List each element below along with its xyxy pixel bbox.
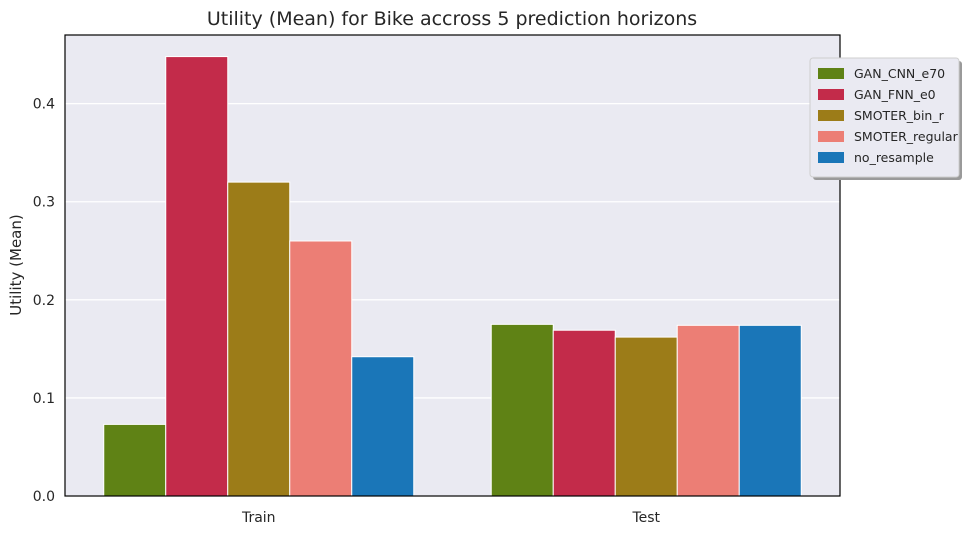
- bar-no_resample-Train: [351, 356, 415, 497]
- legend-swatch-no_resample: [818, 152, 844, 163]
- x-tick-label: Test: [631, 510, 660, 526]
- legend-label: SMOTER_regular: [854, 129, 959, 144]
- bar-GAN_FNN_e0-Test: [552, 329, 616, 497]
- legend-label: GAN_FNN_e0: [854, 87, 936, 102]
- y-tick-label: 0.3: [33, 195, 55, 211]
- x-axis-ticks: Train Test: [241, 510, 661, 526]
- y-tick-label: 0.2: [33, 293, 55, 309]
- bar-SMOTER_regular-Test: [676, 324, 740, 497]
- bar-SMOTER_regular-Train: [289, 240, 353, 497]
- y-tick-label: 0.0: [33, 489, 55, 505]
- legend-label: GAN_CNN_e70: [854, 66, 945, 81]
- legend-swatch-GAN_FNN_e0: [818, 89, 844, 100]
- bar-no_resample-Test: [738, 324, 802, 497]
- legend-label: no_resample: [854, 150, 934, 165]
- y-axis-label: Utility (Mean): [7, 214, 25, 315]
- legend-swatch-GAN_CNN_e70: [818, 68, 844, 79]
- bar-SMOTER_bin_r-Test: [614, 336, 678, 497]
- bar-GAN_FNN_e0-Train: [165, 56, 229, 497]
- legend-swatch-SMOTER_regular: [818, 131, 844, 142]
- x-tick-label: Train: [241, 510, 276, 526]
- legend: GAN_CNN_e70 GAN_FNN_e0 SMOTER_bin_r SMOTER_…: [809, 57, 962, 180]
- chart-title: Utility (Mean) for Bike accross 5 predic…: [207, 8, 697, 30]
- legend-swatch-SMOTER_bin_r: [818, 110, 844, 121]
- bar-SMOTER_bin_r-Train: [227, 181, 291, 497]
- bar-GAN_CNN_e70-Train: [103, 423, 167, 497]
- bars: [103, 56, 802, 497]
- y-tick-label: 0.4: [33, 97, 55, 113]
- plot-frame: [64, 34, 841, 497]
- legend-box: [809, 57, 960, 178]
- legend-label: SMOTER_bin_r: [854, 108, 945, 123]
- y-tick-label: 0.1: [33, 391, 55, 407]
- bar-GAN_CNN_e70-Test: [490, 323, 554, 497]
- y-axis-ticks: 0.0 0.1 0.2 0.3 0.4: [33, 97, 55, 505]
